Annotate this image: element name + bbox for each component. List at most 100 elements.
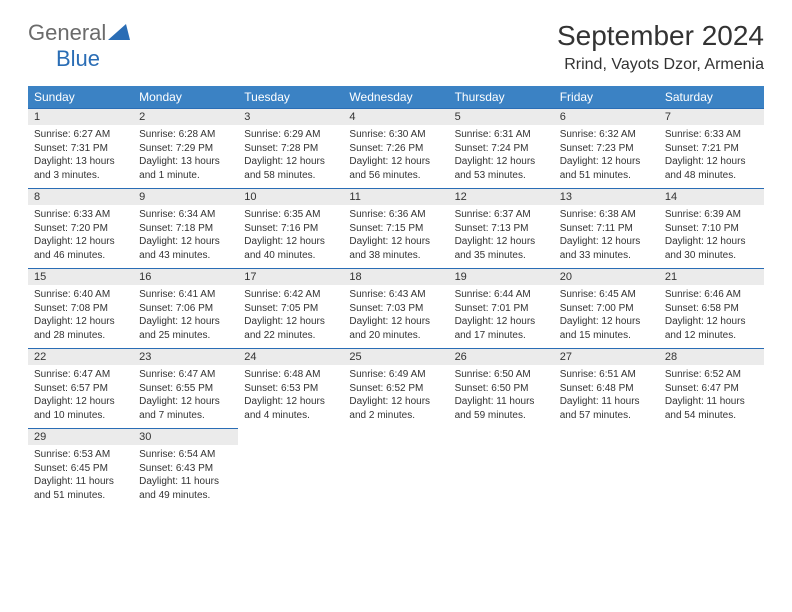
day-number: 22 — [28, 349, 133, 365]
sunset-text: Sunset: 7:10 PM — [665, 222, 758, 236]
daylight-text: Daylight: 12 hours and 58 minutes. — [244, 155, 337, 182]
sunrise-text: Sunrise: 6:32 AM — [560, 128, 653, 142]
day-content: Sunrise: 6:43 AMSunset: 7:03 PMDaylight:… — [343, 285, 448, 348]
sunrise-text: Sunrise: 6:53 AM — [34, 448, 127, 462]
day-number: 2 — [133, 109, 238, 125]
location: Rrind, Vayots Dzor, Armenia — [557, 56, 764, 74]
daylight-text: Daylight: 13 hours and 3 minutes. — [34, 155, 127, 182]
daylight-text: Daylight: 12 hours and 10 minutes. — [34, 395, 127, 422]
sunrise-text: Sunrise: 6:38 AM — [560, 208, 653, 222]
title-block: September 2024 Rrind, Vayots Dzor, Armen… — [557, 20, 764, 74]
sunrise-text: Sunrise: 6:29 AM — [244, 128, 337, 142]
day-number: 8 — [28, 189, 133, 205]
sunrise-text: Sunrise: 6:34 AM — [139, 208, 232, 222]
day-cell: 16Sunrise: 6:41 AMSunset: 7:06 PMDayligh… — [133, 269, 238, 349]
day-content: Sunrise: 6:31 AMSunset: 7:24 PMDaylight:… — [449, 125, 554, 188]
sunrise-text: Sunrise: 6:27 AM — [34, 128, 127, 142]
sunrise-text: Sunrise: 6:44 AM — [455, 288, 548, 302]
logo-sail-icon — [108, 20, 130, 36]
sunrise-text: Sunrise: 6:33 AM — [34, 208, 127, 222]
sunrise-text: Sunrise: 6:33 AM — [665, 128, 758, 142]
day-cell: 1Sunrise: 6:27 AMSunset: 7:31 PMDaylight… — [28, 109, 133, 189]
day-content: Sunrise: 6:27 AMSunset: 7:31 PMDaylight:… — [28, 125, 133, 188]
day-cell — [238, 429, 343, 509]
sunset-text: Sunset: 7:00 PM — [560, 302, 653, 316]
sunset-text: Sunset: 7:08 PM — [34, 302, 127, 316]
day-content: Sunrise: 6:38 AMSunset: 7:11 PMDaylight:… — [554, 205, 659, 268]
weekday-heading: Wednesday — [343, 86, 448, 109]
sunset-text: Sunset: 7:16 PM — [244, 222, 337, 236]
day-cell: 13Sunrise: 6:38 AMSunset: 7:11 PMDayligh… — [554, 189, 659, 269]
daylight-text: Daylight: 11 hours and 49 minutes. — [139, 475, 232, 502]
weekday-heading: Saturday — [659, 86, 764, 109]
day-content: Sunrise: 6:50 AMSunset: 6:50 PMDaylight:… — [449, 365, 554, 428]
day-number: 9 — [133, 189, 238, 205]
day-cell: 26Sunrise: 6:50 AMSunset: 6:50 PMDayligh… — [449, 349, 554, 429]
month-title: September 2024 — [557, 20, 764, 52]
day-cell: 28Sunrise: 6:52 AMSunset: 6:47 PMDayligh… — [659, 349, 764, 429]
calendar-body: 1Sunrise: 6:27 AMSunset: 7:31 PMDaylight… — [28, 109, 764, 509]
day-content: Sunrise: 6:41 AMSunset: 7:06 PMDaylight:… — [133, 285, 238, 348]
daylight-text: Daylight: 12 hours and 4 minutes. — [244, 395, 337, 422]
day-number: 14 — [659, 189, 764, 205]
daylight-text: Daylight: 12 hours and 51 minutes. — [560, 155, 653, 182]
day-number: 13 — [554, 189, 659, 205]
daylight-text: Daylight: 12 hours and 25 minutes. — [139, 315, 232, 342]
daylight-text: Daylight: 12 hours and 46 minutes. — [34, 235, 127, 262]
day-cell: 5Sunrise: 6:31 AMSunset: 7:24 PMDaylight… — [449, 109, 554, 189]
day-cell: 24Sunrise: 6:48 AMSunset: 6:53 PMDayligh… — [238, 349, 343, 429]
daylight-text: Daylight: 12 hours and 43 minutes. — [139, 235, 232, 262]
sunrise-text: Sunrise: 6:28 AM — [139, 128, 232, 142]
day-cell — [343, 429, 448, 509]
day-number: 19 — [449, 269, 554, 285]
daylight-text: Daylight: 12 hours and 22 minutes. — [244, 315, 337, 342]
day-number: 6 — [554, 109, 659, 125]
sunset-text: Sunset: 7:29 PM — [139, 142, 232, 156]
day-cell — [554, 429, 659, 509]
daylight-text: Daylight: 11 hours and 54 minutes. — [665, 395, 758, 422]
day-content: Sunrise: 6:34 AMSunset: 7:18 PMDaylight:… — [133, 205, 238, 268]
day-number: 25 — [343, 349, 448, 365]
daylight-text: Daylight: 11 hours and 51 minutes. — [34, 475, 127, 502]
day-cell: 10 Sunrise: 6:35 AMSunset: 7:16 PMDayligh… — [238, 189, 343, 269]
day-cell: 6Sunrise: 6:32 AMSunset: 7:23 PMDaylight… — [554, 109, 659, 189]
sunset-text: Sunset: 7:11 PM — [560, 222, 653, 236]
weekday-heading: Sunday — [28, 86, 133, 109]
day-cell: 11Sunrise: 6:36 AMSunset: 7:15 PMDayligh… — [343, 189, 448, 269]
day-cell: 19Sunrise: 6:44 AMSunset: 7:01 PMDayligh… — [449, 269, 554, 349]
sunrise-text: Sunrise: 6:54 AM — [139, 448, 232, 462]
day-cell: 18Sunrise: 6:43 AMSunset: 7:03 PMDayligh… — [343, 269, 448, 349]
day-number: 21 — [659, 269, 764, 285]
day-content: Sunrise: 6:39 AMSunset: 7:10 PMDaylight:… — [659, 205, 764, 268]
week-row: 29Sunrise: 6:53 AMSunset: 6:45 PMDayligh… — [28, 429, 764, 509]
sunrise-text: Sunrise: 6:35 AM — [244, 208, 337, 222]
day-cell: 7Sunrise: 6:33 AMSunset: 7:21 PMDaylight… — [659, 109, 764, 189]
sunrise-text: Sunrise: 6:47 AM — [139, 368, 232, 382]
weekday-heading: Tuesday — [238, 86, 343, 109]
day-content: Sunrise: 6:36 AMSunset: 7:15 PMDaylight:… — [343, 205, 448, 268]
day-number: 24 — [238, 349, 343, 365]
weekday-heading: Thursday — [449, 86, 554, 109]
sunrise-text: Sunrise: 6:45 AM — [560, 288, 653, 302]
sunrise-text: Sunrise: 6:43 AM — [349, 288, 442, 302]
day-content: Sunrise: 6:37 AMSunset: 7:13 PMDaylight:… — [449, 205, 554, 268]
daylight-text: Daylight: 12 hours and 35 minutes. — [455, 235, 548, 262]
daylight-text: Daylight: 12 hours and 56 minutes. — [349, 155, 442, 182]
sunrise-text: Sunrise: 6:39 AM — [665, 208, 758, 222]
daylight-text: Daylight: 12 hours and 40 minutes. — [244, 235, 337, 262]
day-number: 30 — [133, 429, 238, 445]
sunrise-text: Sunrise: 6:48 AM — [244, 368, 337, 382]
sunset-text: Sunset: 7:31 PM — [34, 142, 127, 156]
sunset-text: Sunset: 7:24 PM — [455, 142, 548, 156]
day-cell: 4Sunrise: 6:30 AMSunset: 7:26 PMDaylight… — [343, 109, 448, 189]
daylight-text: Daylight: 13 hours and 1 minute. — [139, 155, 232, 182]
day-cell: 12Sunrise: 6:37 AMSunset: 7:13 PMDayligh… — [449, 189, 554, 269]
sunrise-text: Sunrise: 6:50 AM — [455, 368, 548, 382]
day-content: Sunrise: 6:33 AMSunset: 7:20 PMDaylight:… — [28, 205, 133, 268]
daylight-text: Daylight: 12 hours and 33 minutes. — [560, 235, 653, 262]
day-number: 17 — [238, 269, 343, 285]
calendar-table: Sunday Monday Tuesday Wednesday Thursday… — [28, 86, 764, 508]
day-cell: 22Sunrise: 6:47 AMSunset: 6:57 PMDayligh… — [28, 349, 133, 429]
day-number: 10 — [238, 189, 343, 205]
daylight-text: Daylight: 12 hours and 7 minutes. — [139, 395, 232, 422]
